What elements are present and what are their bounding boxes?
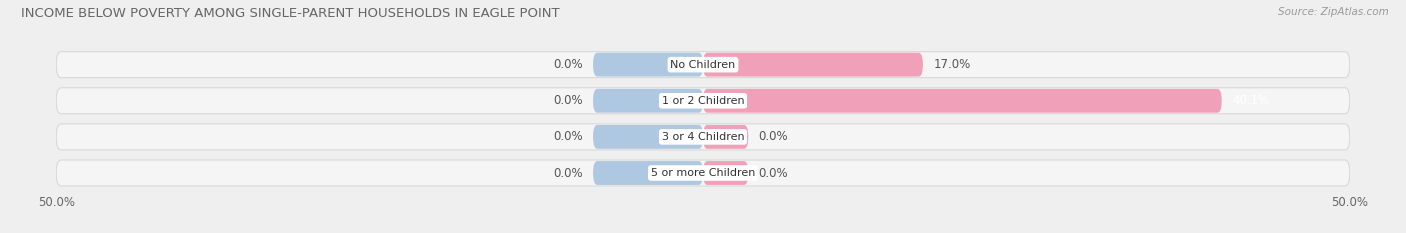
Text: 0.0%: 0.0% (553, 58, 582, 71)
Text: No Children: No Children (671, 60, 735, 70)
FancyBboxPatch shape (593, 125, 703, 149)
Text: 0.0%: 0.0% (553, 94, 582, 107)
FancyBboxPatch shape (56, 124, 1350, 150)
FancyBboxPatch shape (56, 52, 1350, 78)
FancyBboxPatch shape (56, 160, 1350, 186)
Text: 0.0%: 0.0% (759, 167, 789, 179)
Text: 5 or more Children: 5 or more Children (651, 168, 755, 178)
FancyBboxPatch shape (593, 89, 703, 113)
FancyBboxPatch shape (593, 161, 703, 185)
FancyBboxPatch shape (703, 53, 922, 77)
Text: 3 or 4 Children: 3 or 4 Children (662, 132, 744, 142)
Text: INCOME BELOW POVERTY AMONG SINGLE-PARENT HOUSEHOLDS IN EAGLE POINT: INCOME BELOW POVERTY AMONG SINGLE-PARENT… (21, 7, 560, 20)
Text: Source: ZipAtlas.com: Source: ZipAtlas.com (1278, 7, 1389, 17)
Text: 40.1%: 40.1% (1232, 94, 1270, 107)
FancyBboxPatch shape (703, 89, 1222, 113)
FancyBboxPatch shape (703, 125, 748, 149)
Text: 17.0%: 17.0% (934, 58, 970, 71)
Text: 0.0%: 0.0% (553, 167, 582, 179)
Text: 1 or 2 Children: 1 or 2 Children (662, 96, 744, 106)
FancyBboxPatch shape (593, 53, 703, 77)
Text: 0.0%: 0.0% (553, 130, 582, 143)
Text: 0.0%: 0.0% (759, 130, 789, 143)
FancyBboxPatch shape (703, 161, 748, 185)
FancyBboxPatch shape (56, 88, 1350, 114)
